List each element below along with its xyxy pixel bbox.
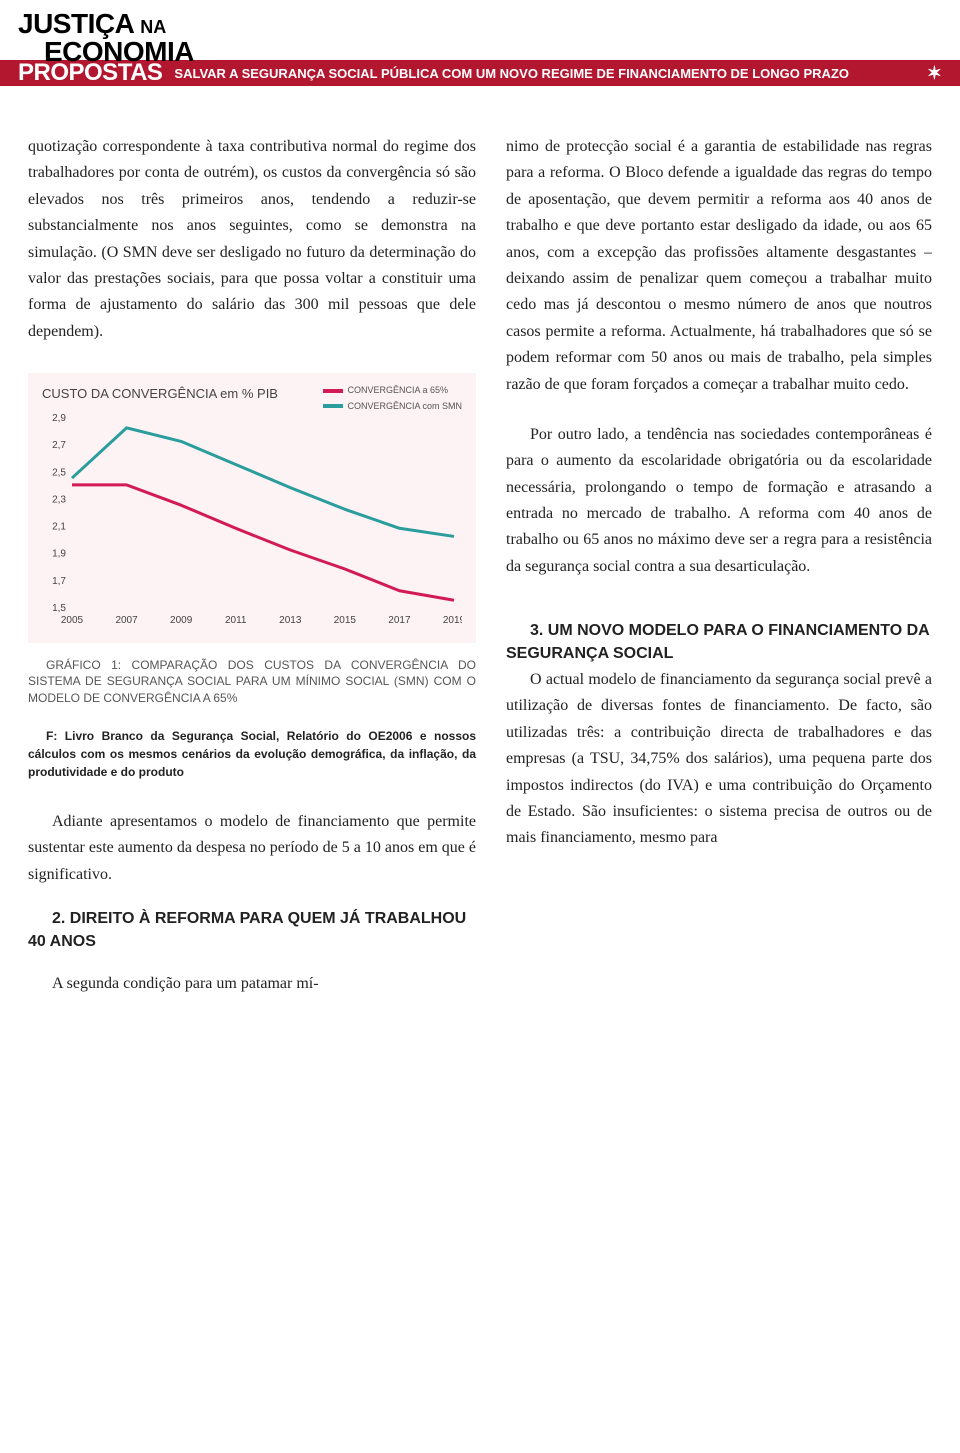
left-para-3: A segunda condição para um patamar mí-	[28, 971, 476, 997]
propostas-subtitle: SALVAR A SEGURANÇA SOCIAL PÚBLICA COM UM…	[174, 66, 926, 81]
svg-text:2011: 2011	[225, 615, 247, 626]
svg-text:2013: 2013	[279, 615, 302, 626]
svg-text:2017: 2017	[388, 615, 411, 626]
svg-text:2,3: 2,3	[52, 494, 66, 505]
right-para-1: nimo de protecção social é a garantia de…	[506, 134, 932, 398]
star-icon: ✶	[927, 63, 942, 84]
section-3-heading: 3. UM NOVO MODELO PARA O FINANCIAMENTO D…	[506, 620, 932, 665]
right-para-3: O actual modelo de financiamento da segu…	[506, 667, 932, 852]
svg-text:2005: 2005	[61, 615, 84, 626]
left-para-1: quotização correspondente à taxa contrib…	[28, 134, 476, 345]
svg-text:2,9: 2,9	[52, 413, 66, 424]
section-2-heading: 2. DIREITO À REFORMA PARA QUEM JÁ TRABAL…	[28, 908, 476, 953]
line-chart: 2,9 2,7 2,5 2,3 2,1 1,9 1,7 1,52005 2007 2009 2011…	[42, 409, 462, 629]
chart-container: CUSTO DA CONVERGÊNCIA em % PIB CONVERGÊN…	[28, 373, 476, 642]
chart-legend: CONVERGÊNCIA a 65%CONVERGÊNCIA com SMN	[323, 383, 462, 415]
chart-caption: GRÁFICO 1: COMPARAÇÃO DOS CUSTOS DA CONV…	[28, 657, 476, 707]
svg-text:2009: 2009	[170, 615, 193, 626]
svg-text:2015: 2015	[334, 615, 357, 626]
legend-swatch	[323, 389, 343, 393]
propostas-bar: PROPOSTAS SALVAR A SEGURANÇA SOCIAL PÚBL…	[0, 60, 960, 86]
right-para-2: Por outro lado, a tendência nas sociedad…	[506, 422, 932, 580]
svg-text:2007: 2007	[115, 615, 138, 626]
right-column: nimo de protecção social é a garantia de…	[506, 134, 932, 997]
content-columns: quotização correspondente à taxa contrib…	[0, 86, 960, 1025]
legend-swatch	[323, 404, 343, 408]
legend-item: CONVERGÊNCIA com SMN	[323, 399, 462, 414]
legend-label: CONVERGÊNCIA com SMN	[347, 399, 462, 414]
header-na: NA	[140, 17, 166, 38]
svg-text:2,1: 2,1	[52, 521, 66, 532]
svg-text:2,7: 2,7	[52, 440, 66, 451]
svg-text:1,5: 1,5	[52, 603, 66, 614]
propostas-label: PROPOSTAS	[18, 59, 162, 87]
left-column: quotização correspondente à taxa contrib…	[28, 134, 476, 997]
left-para-2: Adiante apresentamos o modelo de financi…	[28, 809, 476, 888]
chart-source: F: Livro Branco da Segurança Social, Rel…	[28, 727, 476, 781]
svg-text:1,9: 1,9	[52, 548, 66, 559]
legend-item: CONVERGÊNCIA a 65%	[323, 383, 462, 398]
svg-text:2,5: 2,5	[52, 467, 66, 478]
svg-text:2019: 2019	[443, 615, 462, 626]
page-header: JUSTIÇA NA ECONOMIA	[0, 0, 960, 68]
svg-text:1,7: 1,7	[52, 575, 66, 586]
legend-label: CONVERGÊNCIA a 65%	[347, 383, 448, 398]
